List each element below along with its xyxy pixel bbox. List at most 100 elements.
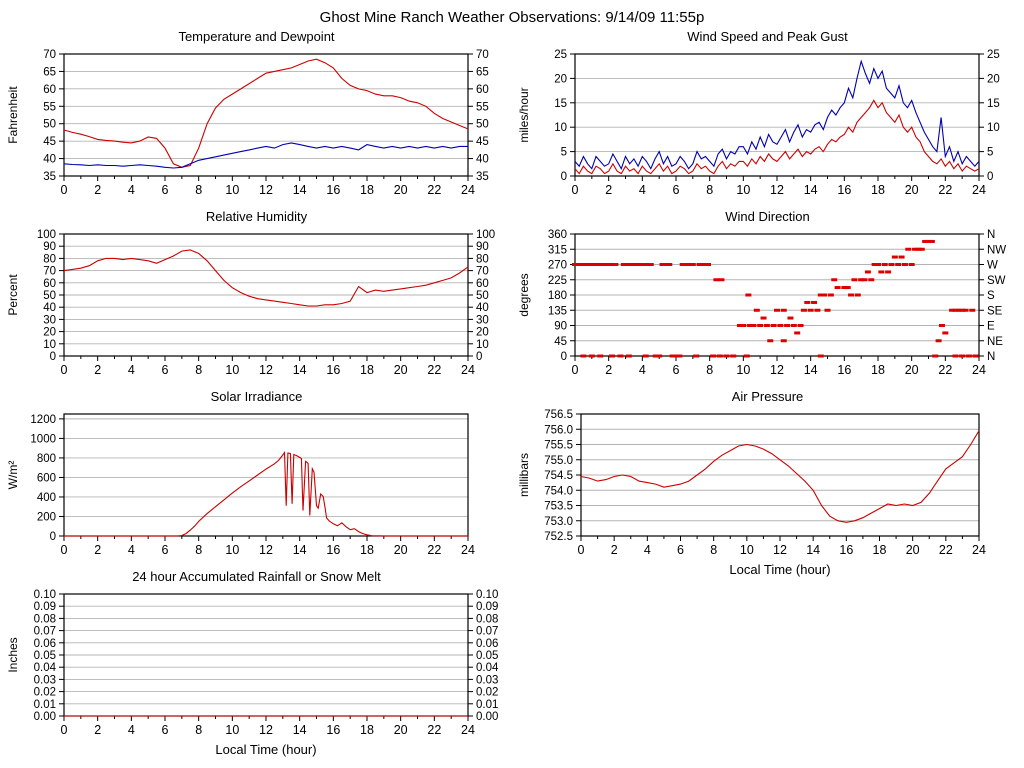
svg-text:2: 2: [94, 183, 101, 197]
svg-text:754.0: 754.0: [544, 485, 573, 497]
svg-text:18: 18: [871, 183, 885, 197]
svg-text:755.5: 755.5: [544, 440, 573, 452]
svg-text:135: 135: [548, 305, 567, 317]
svg-text:4: 4: [644, 543, 651, 557]
svg-text:800: 800: [37, 453, 56, 465]
svg-text:35: 35: [43, 171, 56, 183]
svg-text:20: 20: [43, 327, 56, 339]
svg-text:24: 24: [972, 183, 986, 197]
svg-text:50: 50: [476, 119, 489, 131]
svg-text:4: 4: [128, 183, 135, 197]
svg-text:25: 25: [987, 49, 1000, 61]
chart-plot-temperature: 35 35 40 40 45 45 50 50 55 55 60 60 65 65 70 70 0 2 4 6 8 10 1…: [4, 46, 509, 207]
svg-text:30: 30: [476, 314, 489, 326]
svg-text:0: 0: [61, 543, 68, 557]
svg-text:6: 6: [677, 543, 684, 557]
svg-text:12: 12: [259, 183, 273, 197]
svg-text:18: 18: [871, 363, 885, 377]
svg-text:0: 0: [561, 351, 567, 363]
relative-humidity-ylabel: Percent: [6, 274, 20, 316]
svg-text:18: 18: [873, 543, 887, 557]
svg-text:12: 12: [773, 543, 787, 557]
svg-text:NW: NW: [987, 244, 1006, 256]
svg-text:10: 10: [476, 339, 489, 351]
svg-text:18: 18: [360, 363, 374, 377]
chart-title-temperature: Temperature and Dewpoint: [178, 29, 335, 44]
svg-text:4: 4: [128, 543, 135, 557]
svg-text:0: 0: [578, 543, 585, 557]
chart-plot-wind-direction: 0 N 45 NE 90 E 135 SE 180 S 225 SW 270 W 315 NW 360 N 0 2 4 6…: [515, 226, 1020, 387]
svg-text:6: 6: [162, 363, 169, 377]
svg-text:0: 0: [61, 183, 68, 197]
svg-text:2: 2: [605, 183, 612, 197]
chart-rainfall: 24 hour Accumulated Rainfall or Snow Mel…: [4, 568, 509, 764]
svg-text:0.03: 0.03: [34, 674, 56, 686]
svg-text:24: 24: [972, 543, 986, 557]
svg-text:Local Time (hour): Local Time (hour): [729, 562, 830, 577]
svg-text:10: 10: [225, 363, 239, 377]
svg-text:30: 30: [43, 314, 56, 326]
svg-text:0: 0: [561, 171, 567, 183]
svg-text:1200: 1200: [30, 414, 56, 426]
svg-text:0.09: 0.09: [476, 601, 498, 613]
svg-text:0.01: 0.01: [476, 699, 498, 711]
svg-text:8: 8: [706, 363, 713, 377]
svg-text:8: 8: [195, 543, 202, 557]
chart-title-air-pressure: Air Pressure: [731, 389, 804, 404]
svg-text:N: N: [987, 229, 995, 241]
svg-text:180: 180: [548, 290, 567, 302]
svg-text:20: 20: [394, 363, 408, 377]
svg-text:8: 8: [195, 723, 202, 737]
page-title: Ghost Mine Ranch Weather Observations: 9…: [319, 9, 705, 26]
svg-text:55: 55: [43, 101, 56, 113]
chart-title-humidity: Relative Humidity: [205, 209, 308, 224]
svg-text:24: 24: [461, 183, 475, 197]
svg-text:2: 2: [605, 363, 612, 377]
svg-text:2: 2: [94, 363, 101, 377]
svg-text:756.0: 756.0: [544, 424, 573, 436]
svg-text:22: 22: [427, 723, 441, 737]
wind-speed-gust-ylabel: miles/hour: [517, 87, 531, 142]
svg-text:200: 200: [37, 511, 56, 523]
svg-text:10: 10: [43, 339, 56, 351]
chart-air-pressure: Air Pressure 752.5 753.0 753.5 754.0 754.5 75…: [515, 388, 1020, 584]
svg-text:10: 10: [225, 183, 239, 197]
svg-text:16: 16: [326, 543, 340, 557]
svg-text:4: 4: [128, 723, 135, 737]
svg-text:60: 60: [43, 278, 56, 290]
svg-text:4: 4: [128, 363, 135, 377]
svg-text:0.00: 0.00: [34, 711, 56, 723]
svg-text:755.0: 755.0: [544, 455, 573, 467]
rainfall-ylabel: Inches: [6, 637, 20, 672]
svg-text:753.5: 753.5: [544, 501, 573, 513]
svg-text:22: 22: [427, 543, 441, 557]
svg-text:0.10: 0.10: [476, 589, 498, 601]
svg-text:6: 6: [162, 723, 169, 737]
svg-text:0.00: 0.00: [476, 711, 498, 723]
svg-text:14: 14: [293, 723, 307, 737]
svg-text:6: 6: [673, 183, 680, 197]
chart-title-solar: Solar Irradiance: [210, 389, 303, 404]
svg-text:Local Time (hour): Local Time (hour): [215, 742, 316, 757]
svg-text:20: 20: [554, 73, 567, 85]
air-pressure-svg: 752.5 753.0 753.5 754.0 754.5 755.0 755.5 756.0…: [517, 409, 986, 577]
svg-text:50: 50: [476, 290, 489, 302]
svg-text:55: 55: [476, 101, 489, 113]
svg-text:18: 18: [360, 543, 374, 557]
svg-text:22: 22: [938, 183, 952, 197]
svg-text:100: 100: [37, 229, 56, 241]
svg-text:60: 60: [476, 278, 489, 290]
svg-text:24: 24: [461, 363, 475, 377]
svg-text:40: 40: [43, 154, 56, 166]
svg-text:14: 14: [293, 543, 307, 557]
chart-plot-humidity: 0 0 10 10 20 20 30 30 40 40 50 50 60 60 70 70 80 80 90 90 10…: [4, 226, 509, 387]
chart-relative-humidity: Relative Humidity 0 0 10 10 20 20 30 30 40 40 50 50…: [4, 208, 509, 388]
svg-text:65: 65: [43, 66, 56, 78]
svg-text:12: 12: [259, 543, 273, 557]
svg-text:270: 270: [548, 260, 567, 272]
svg-text:90: 90: [43, 241, 56, 253]
svg-text:400: 400: [37, 492, 56, 504]
svg-text:0.02: 0.02: [34, 687, 56, 699]
